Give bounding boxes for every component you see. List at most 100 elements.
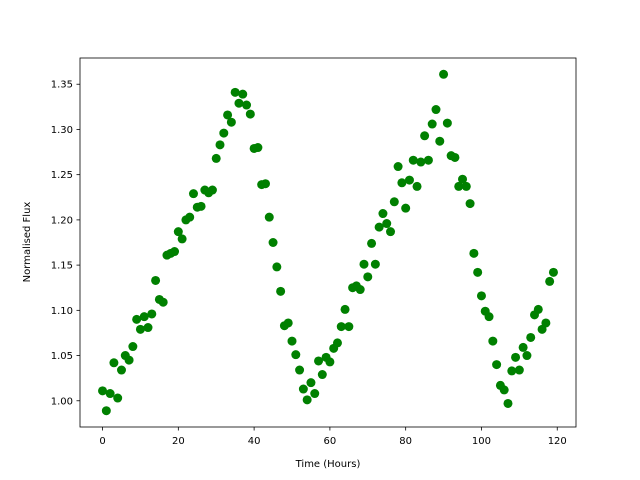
- point: [374, 222, 384, 232]
- point: [423, 155, 433, 165]
- point: [461, 181, 471, 191]
- point: [442, 118, 452, 128]
- point: [397, 178, 407, 188]
- point: [177, 234, 187, 244]
- point: [287, 336, 297, 346]
- y-tick-label: 1.35: [51, 80, 73, 91]
- point: [185, 212, 195, 222]
- point: [135, 324, 145, 334]
- point: [230, 87, 240, 97]
- point: [363, 272, 373, 282]
- point: [370, 259, 380, 269]
- point: [234, 98, 244, 108]
- point: [545, 276, 555, 286]
- point: [295, 365, 305, 375]
- point: [291, 350, 301, 360]
- point: [458, 174, 468, 184]
- point: [454, 181, 464, 191]
- point: [503, 398, 513, 408]
- point: [173, 227, 183, 237]
- point: [151, 275, 161, 285]
- x-axis-label: Time (Hours): [295, 459, 361, 470]
- point: [484, 312, 494, 322]
- point: [344, 322, 354, 332]
- point: [340, 304, 350, 314]
- y-tick-label: 1.25: [51, 170, 73, 181]
- y-tick-label: 1.30: [51, 125, 73, 136]
- point: [207, 185, 217, 195]
- point: [382, 219, 392, 229]
- point: [393, 162, 403, 172]
- x-tick-label: 0: [99, 436, 105, 447]
- point: [431, 105, 441, 115]
- point: [412, 181, 422, 191]
- point: [427, 119, 437, 129]
- point: [253, 143, 263, 153]
- point: [158, 297, 168, 307]
- point: [113, 393, 123, 403]
- point: [476, 291, 486, 301]
- point: [408, 155, 418, 165]
- plot-frame: [79, 57, 577, 428]
- point: [439, 69, 449, 79]
- y-tick-label: 1.20: [51, 215, 73, 226]
- point: [215, 140, 225, 150]
- point: [105, 389, 115, 399]
- point: [101, 406, 111, 416]
- point: [355, 285, 365, 295]
- point: [526, 332, 536, 342]
- point: [473, 267, 483, 277]
- point: [469, 248, 479, 258]
- point: [268, 238, 278, 247]
- point: [260, 179, 270, 189]
- point: [143, 323, 153, 333]
- point: [302, 395, 312, 405]
- point: [514, 365, 524, 375]
- point: [128, 342, 138, 352]
- point: [219, 128, 229, 138]
- point: [276, 286, 286, 296]
- point: [404, 175, 414, 185]
- point: [378, 209, 388, 219]
- point: [336, 322, 346, 332]
- point: [211, 153, 221, 163]
- point: [242, 100, 252, 110]
- x-tick-label: 60: [324, 436, 337, 447]
- point: [507, 366, 517, 376]
- y-tick-label: 1.00: [51, 396, 73, 407]
- point: [533, 304, 543, 314]
- point: [325, 357, 335, 367]
- point: [488, 336, 498, 346]
- point: [238, 89, 248, 99]
- point: [116, 365, 126, 375]
- point: [522, 351, 532, 361]
- point: [435, 136, 445, 146]
- y-tick-label: 1.05: [51, 351, 73, 362]
- point: [196, 201, 206, 211]
- point: [124, 355, 134, 365]
- point: [386, 227, 396, 237]
- point: [499, 385, 509, 395]
- y-axis-label: Normalised Flux: [22, 202, 33, 283]
- point: [332, 338, 342, 348]
- point: [298, 384, 308, 394]
- point: [264, 212, 274, 222]
- point: [314, 356, 324, 366]
- point: [416, 157, 426, 167]
- point: [450, 152, 460, 162]
- point: [420, 131, 430, 141]
- x-tick-label: 100: [472, 436, 491, 447]
- point: [132, 314, 142, 324]
- point: [541, 318, 551, 328]
- point: [283, 318, 293, 328]
- point: [310, 389, 320, 399]
- x-tick-label: 80: [399, 436, 412, 447]
- point: [401, 203, 411, 213]
- point: [317, 370, 327, 380]
- point: [367, 238, 377, 248]
- point: [170, 247, 180, 257]
- point: [139, 312, 149, 322]
- point: [226, 117, 236, 127]
